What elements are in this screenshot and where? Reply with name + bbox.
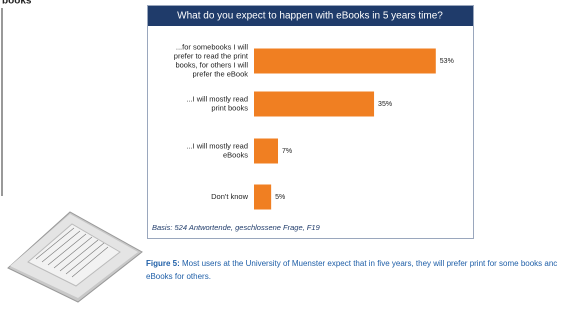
caption-text: Figure 5: Most users at the University o… (146, 259, 557, 268)
screenshot: books What do you expect to happen with … (0, 0, 566, 305)
chart-title: What do you expect to happen with eBooks… (177, 11, 443, 22)
value-label: 5% (275, 194, 285, 201)
caption-line: Most users at the University of Muenster… (182, 259, 557, 268)
caption-label: Figure 5: (146, 259, 180, 268)
chart-frame (148, 6, 474, 239)
page: books What do you expect to happen with … (0, 0, 566, 305)
ebook-reader (8, 212, 142, 302)
value-label: 53% (440, 58, 454, 65)
category-label: Don't know (211, 192, 248, 201)
bar (254, 49, 436, 74)
text-fragment: books (2, 0, 32, 7)
chart-note: Basis: 524 Antwortende, geschlossene Fra… (152, 223, 321, 232)
bar (254, 185, 271, 210)
value-label: 35% (378, 101, 392, 108)
bar (254, 92, 374, 117)
bar (254, 139, 278, 164)
value-label: 7% (282, 148, 292, 155)
caption-line: eBooks for others. (146, 272, 211, 281)
